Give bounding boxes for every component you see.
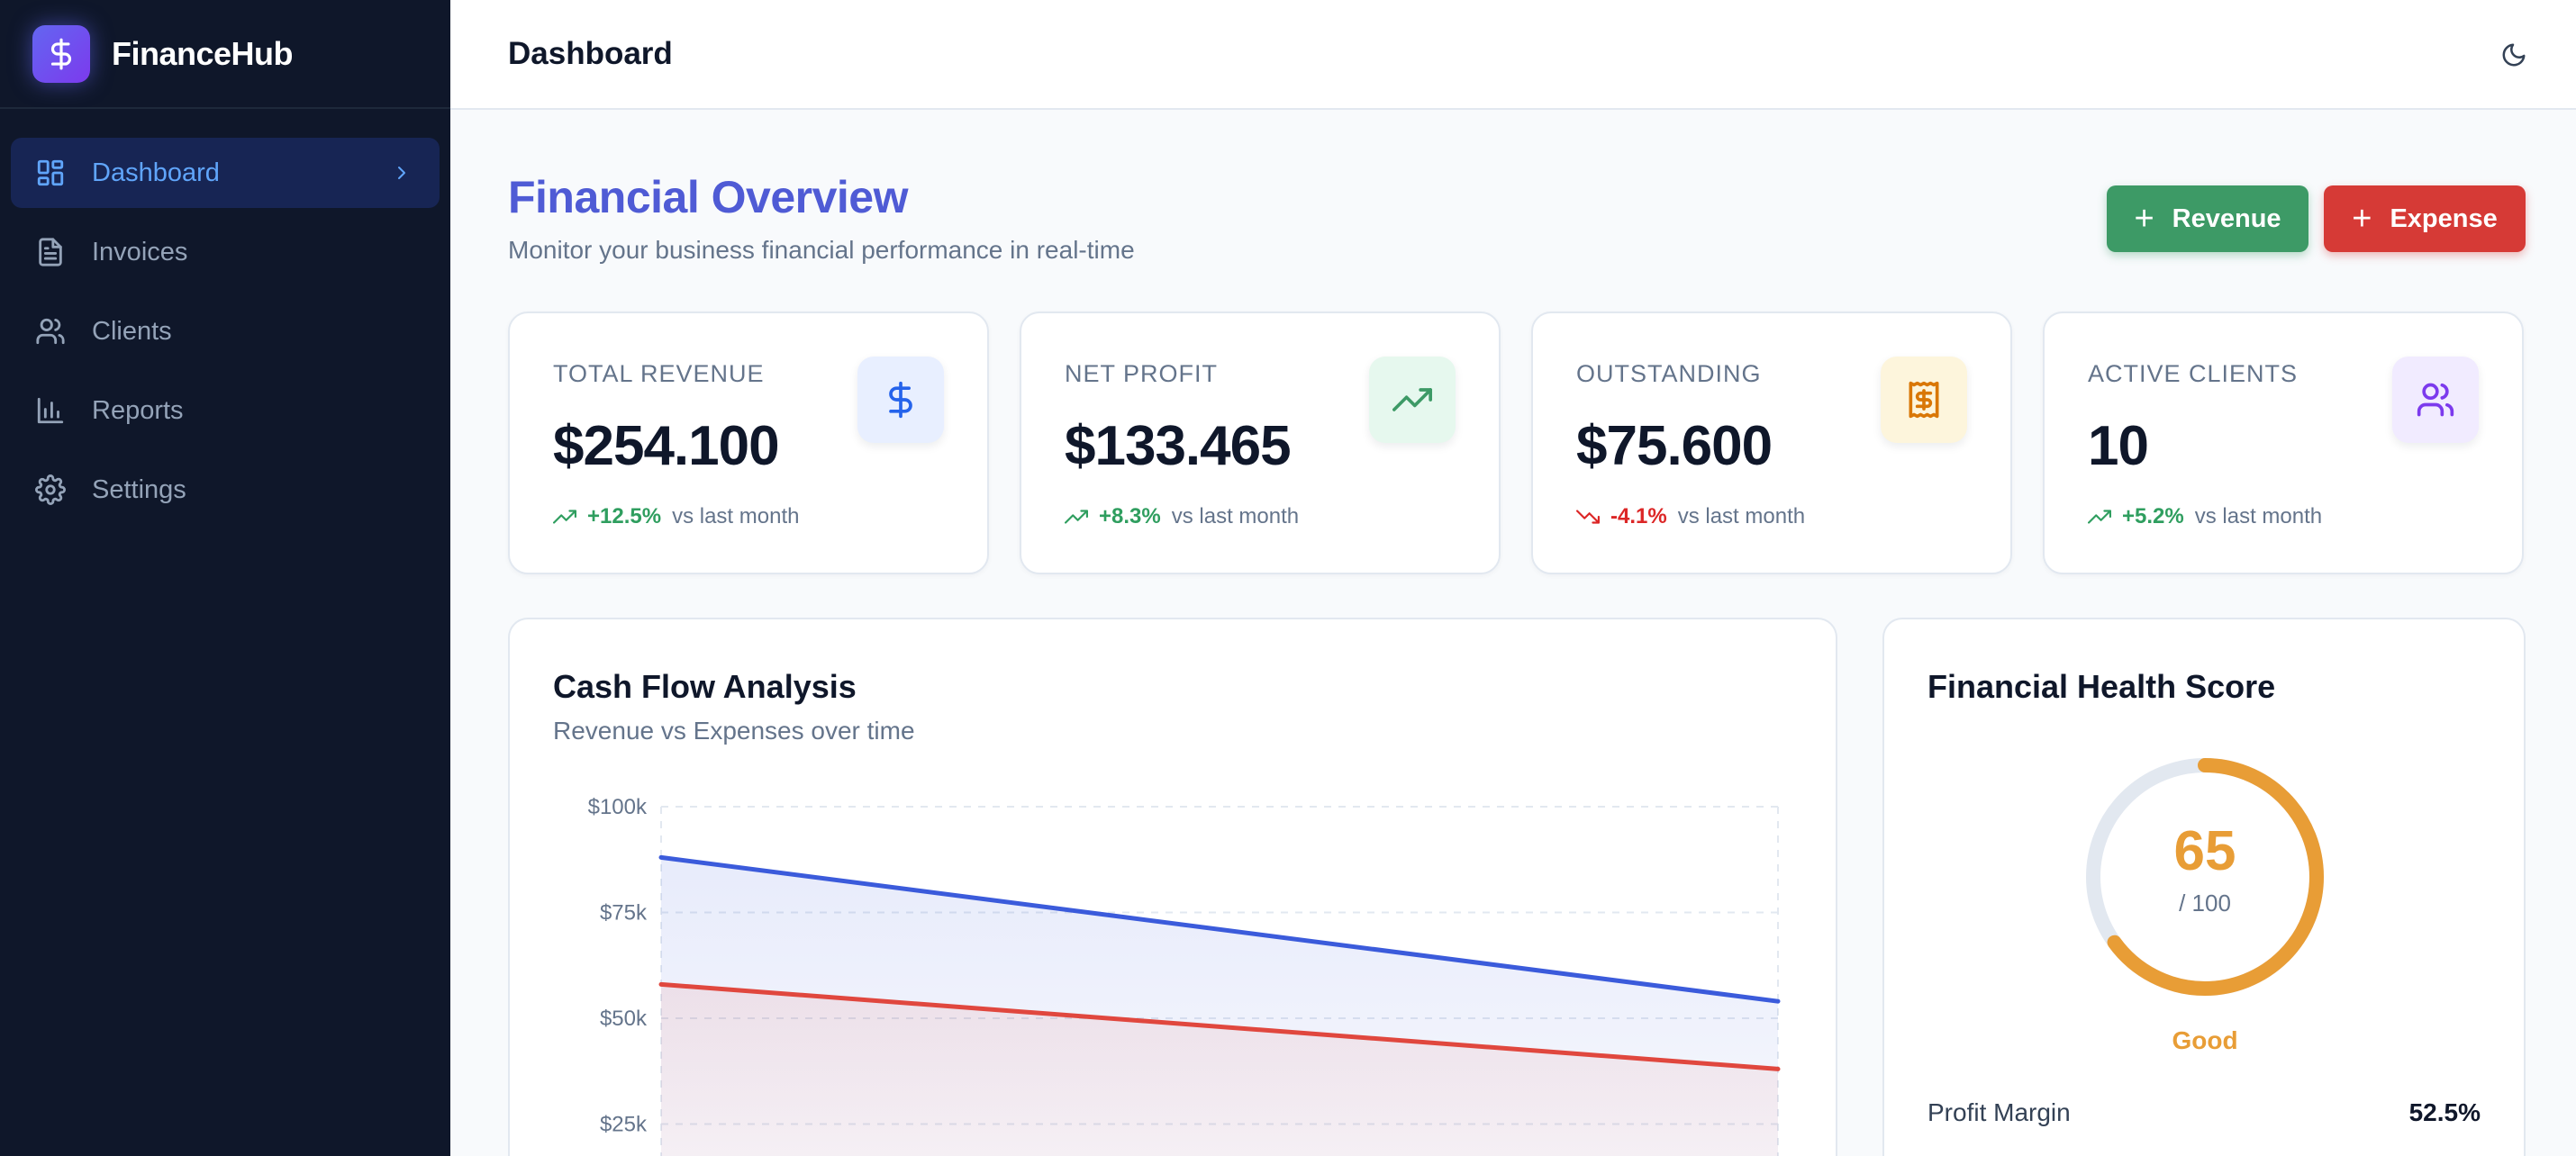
add-expense-button[interactable]: + Expense xyxy=(2324,185,2526,252)
add-revenue-label: Revenue xyxy=(2172,203,2281,233)
add-revenue-button[interactable]: + Revenue xyxy=(2107,185,2308,252)
sidebar-item-clients[interactable]: Clients xyxy=(11,296,440,366)
stat-card-net-profit: NET PROFIT $133.465 +8.3% vs last month xyxy=(1020,312,1501,574)
stat-value: $75.600 xyxy=(1576,415,1773,477)
stat-label: ACTIVE CLIENTS xyxy=(2088,360,2299,387)
app-name: FinanceHub xyxy=(112,34,294,72)
stat-value: $254.100 xyxy=(553,415,780,477)
brand[interactable]: FinanceHub xyxy=(0,0,450,109)
sidebar: FinanceHub Dashboard Invoices Clients xyxy=(0,0,450,1156)
trending-up-icon xyxy=(1369,357,1456,443)
add-expense-label: Expense xyxy=(2390,203,2498,233)
cash-flow-chart: $100k $75k $50k $25k xyxy=(588,795,1781,1156)
top-header: Dashboard xyxy=(450,0,2576,110)
sidebar-item-reports[interactable]: Reports xyxy=(11,375,440,446)
y-tick-label: $100k xyxy=(588,795,648,819)
receipt-icon xyxy=(1881,357,1967,443)
financial-health-card: Financial Health Score 65 / 100 Good Pro… xyxy=(1882,618,2526,1156)
revenue-series-line xyxy=(658,854,1781,1004)
stat-label: OUTSTANDING xyxy=(1576,360,1762,387)
sidebar-item-label: Clients xyxy=(92,316,172,346)
sidebar-item-dashboard[interactable]: Dashboard xyxy=(11,138,440,208)
page-subtitle: Monitor your business financial performa… xyxy=(508,236,1135,264)
trend-up-icon xyxy=(1065,510,1088,524)
stat-trend: +8.3% vs last month xyxy=(1065,504,1299,529)
stat-label: TOTAL REVENUE xyxy=(553,360,765,387)
health-title: Financial Health Score xyxy=(1927,668,2276,705)
health-status: Good xyxy=(2172,1026,2238,1054)
stat-trend-caption: vs last month xyxy=(1171,504,1300,528)
stat-card-active-clients: ACTIVE CLIENTS 10 +5.2% vs last month xyxy=(2043,312,2524,574)
theme-toggle-button[interactable] xyxy=(2493,34,2535,76)
gear-icon xyxy=(34,474,67,506)
users-icon xyxy=(34,315,67,348)
chart-subtitle: Revenue vs Expenses over time xyxy=(553,717,915,745)
stat-card-total-revenue: TOTAL REVENUE $254.100 +12.5% vs last mo… xyxy=(508,312,989,574)
health-score-gauge xyxy=(2086,758,2324,996)
sidebar-item-invoices[interactable]: Invoices xyxy=(11,217,440,287)
file-text-icon xyxy=(34,236,67,268)
sidebar-item-label: Settings xyxy=(92,474,186,504)
y-tick-label: $50k xyxy=(600,1007,648,1031)
chart-title: Cash Flow Analysis xyxy=(553,668,857,705)
metric-value: 52.5% xyxy=(2408,1098,2481,1126)
plus-icon: + xyxy=(2134,200,2154,238)
cash-flow-card: Cash Flow Analysis Revenue vs Expenses o… xyxy=(508,618,1837,1156)
gauge-progress xyxy=(2086,758,2324,996)
stat-trend-caption: vs last month xyxy=(2194,504,2323,528)
stat-trend: +5.2% vs last month xyxy=(2088,504,2322,529)
trend-down-icon xyxy=(1576,510,1600,524)
trend-up-icon xyxy=(2088,510,2111,524)
users-icon xyxy=(2392,357,2479,443)
metric-row-profit-margin: Profit Margin 52.5% xyxy=(1927,1098,2481,1127)
sidebar-item-settings[interactable]: Settings xyxy=(11,455,440,525)
stat-value: 10 xyxy=(2088,415,2149,477)
moon-icon xyxy=(2502,43,2526,67)
stats-row: TOTAL REVENUE $254.100 +12.5% vs last mo… xyxy=(508,312,2526,574)
health-score-value: 65 xyxy=(2173,820,2236,882)
page-title: Financial Overview xyxy=(508,172,908,222)
sidebar-item-label: Reports xyxy=(92,395,184,425)
stat-trend-value: +5.2% xyxy=(2122,504,2184,528)
bar-chart-icon xyxy=(34,394,67,427)
stat-trend: -4.1% vs last month xyxy=(1576,504,1805,529)
plus-icon: + xyxy=(2352,200,2372,238)
trend-up-icon xyxy=(553,510,576,524)
stat-label: NET PROFIT xyxy=(1065,360,1219,387)
stat-trend: +12.5% vs last month xyxy=(553,504,799,529)
chevron-right-icon xyxy=(389,160,414,185)
expenses-series-line xyxy=(658,981,1781,1071)
stat-trend-value: +8.3% xyxy=(1099,504,1161,528)
header-title: Dashboard xyxy=(508,36,673,71)
stat-trend-value: +12.5% xyxy=(587,504,662,528)
stat-trend-caption: vs last month xyxy=(1677,504,1806,528)
sidebar-nav: Dashboard Invoices Clients Reports xyxy=(0,109,450,525)
y-tick-label: $25k xyxy=(600,1113,648,1137)
sidebar-item-label: Invoices xyxy=(92,237,188,266)
sidebar-item-label: Dashboard xyxy=(92,158,220,187)
stat-card-outstanding: OUTSTANDING $75.600 -4.1% vs last month xyxy=(1531,312,2012,574)
dollar-icon xyxy=(32,24,90,83)
dashboard-icon xyxy=(34,157,67,189)
stat-value: $133.465 xyxy=(1065,415,1292,477)
expenses-series-area xyxy=(661,984,1778,1156)
dollar-icon xyxy=(857,357,944,443)
stat-trend-caption: vs last month xyxy=(672,504,800,528)
health-score-max: / 100 xyxy=(2179,890,2231,917)
stat-trend-value: -4.1% xyxy=(1610,504,1667,528)
metric-label: Profit Margin xyxy=(1927,1098,2071,1126)
y-tick-label: $75k xyxy=(600,901,648,926)
